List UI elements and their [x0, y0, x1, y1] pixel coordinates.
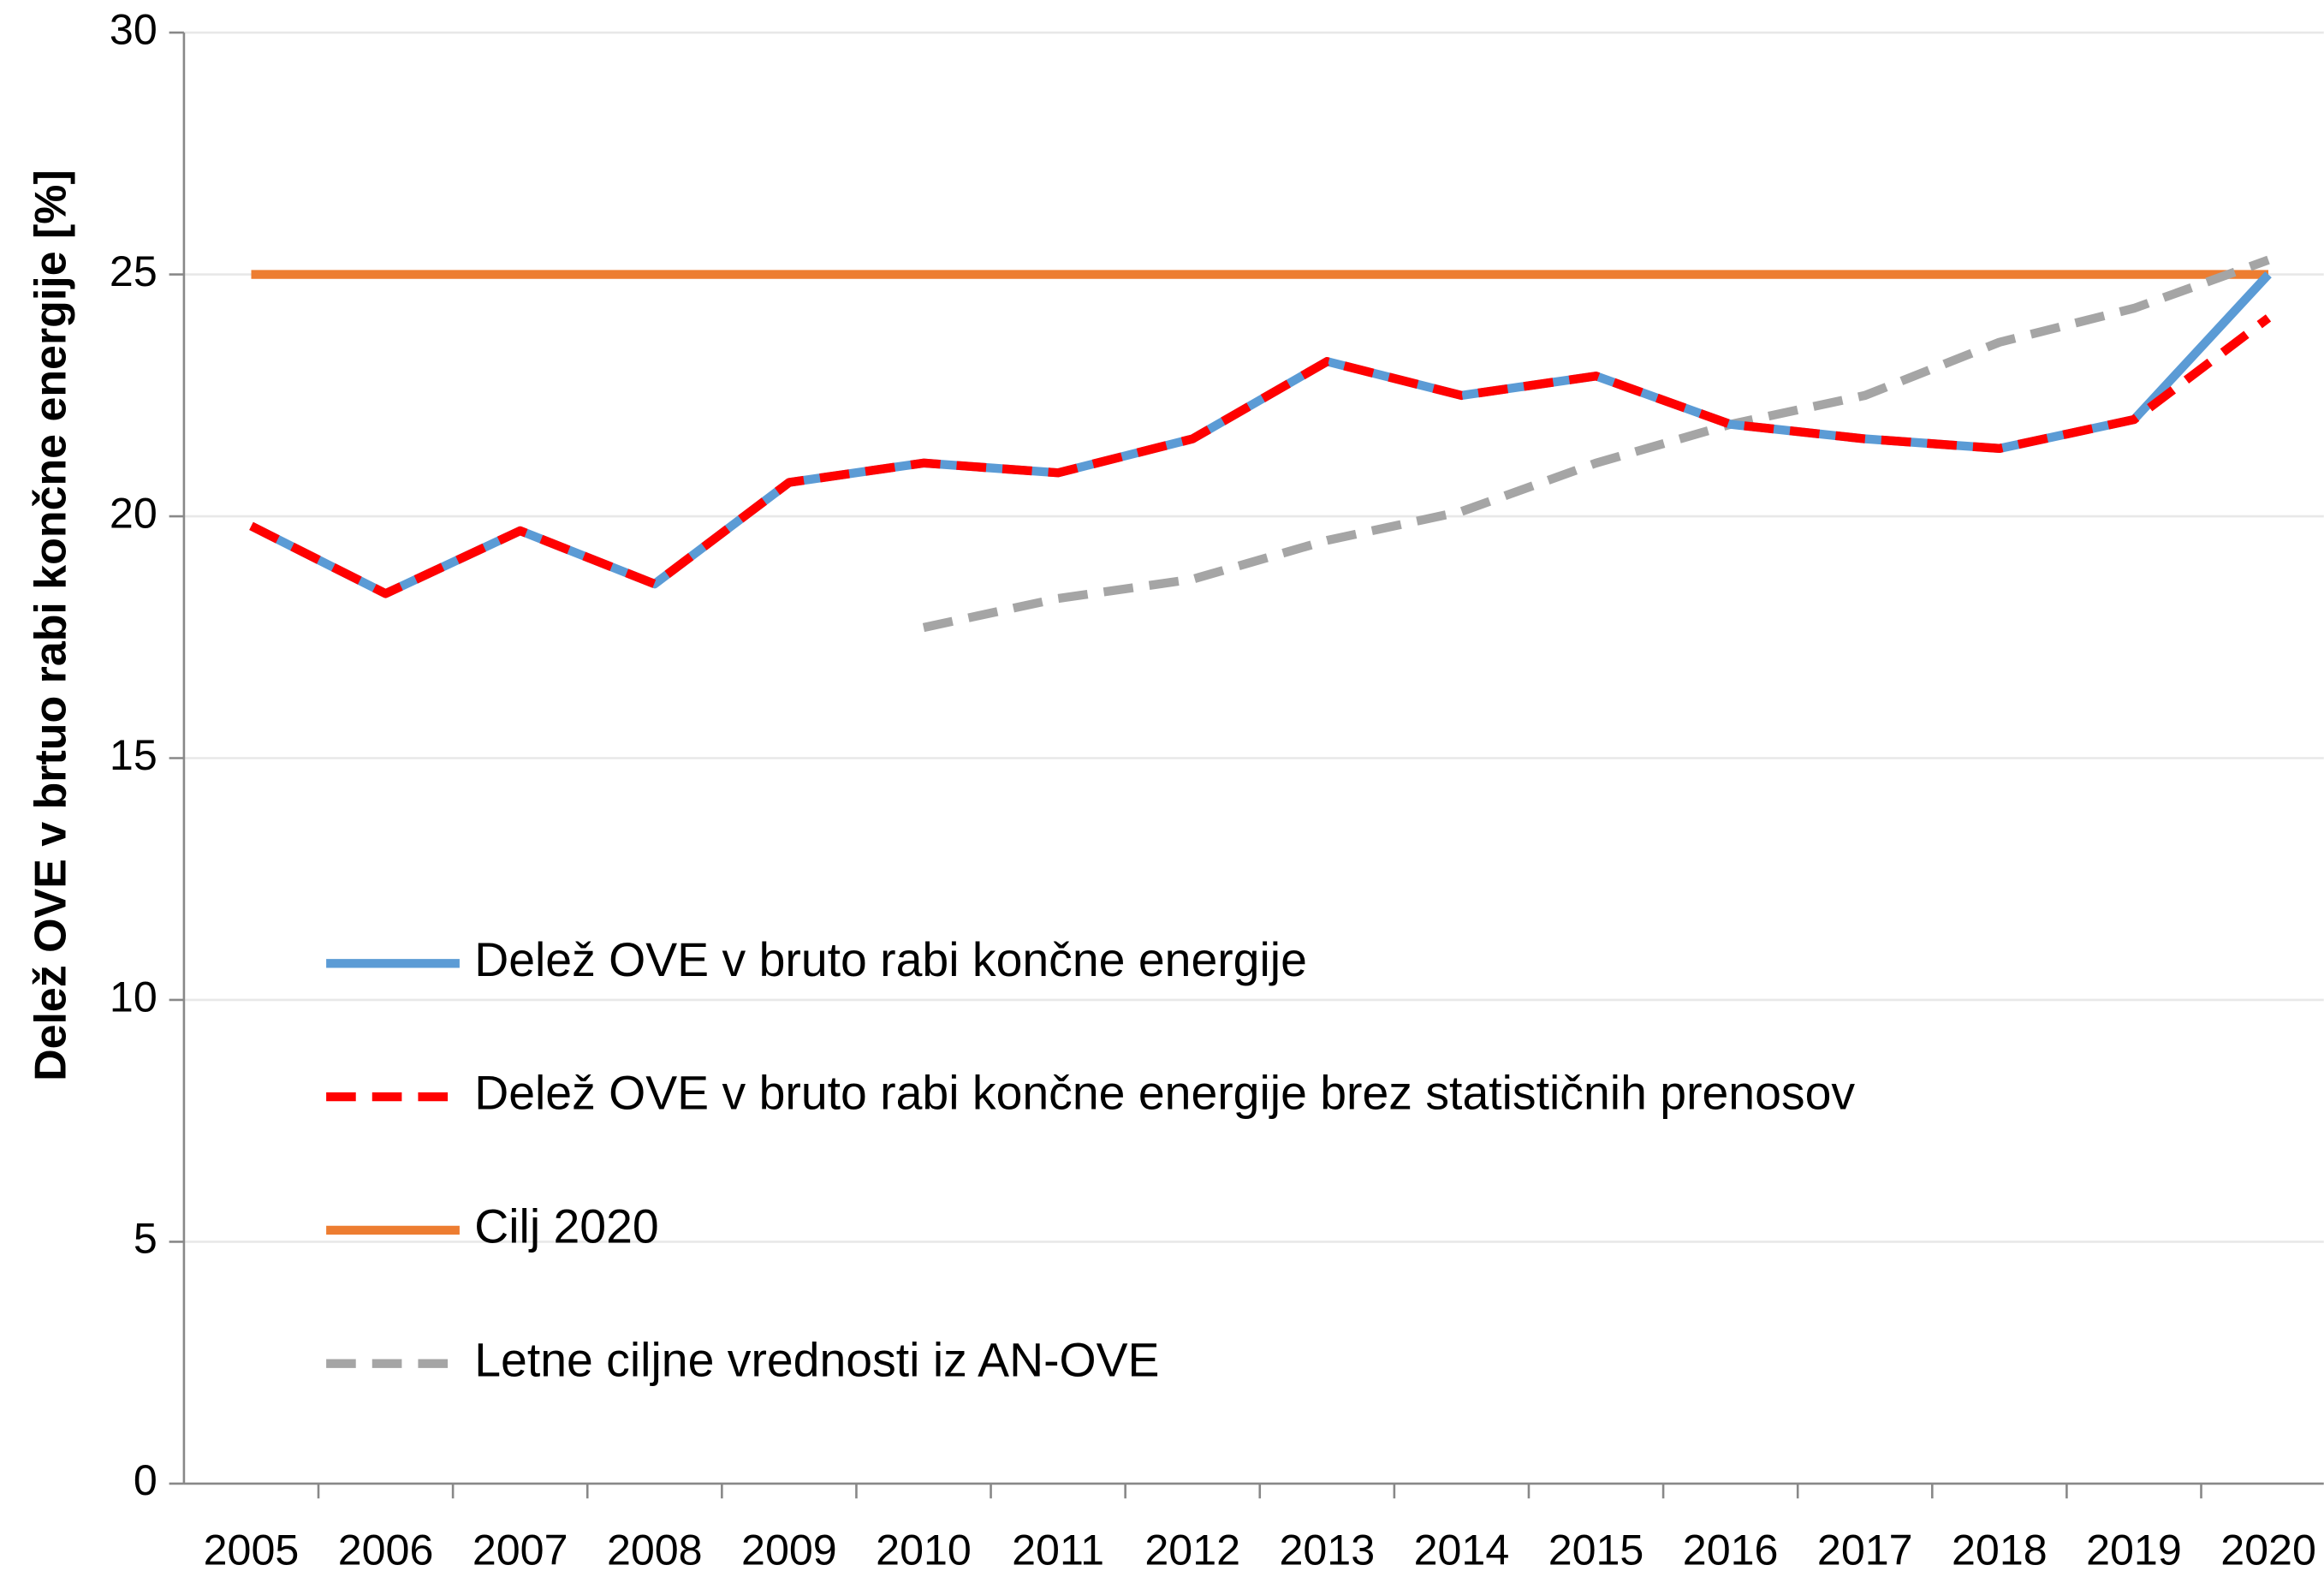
y-tick-label: 0 — [134, 1456, 158, 1504]
x-tick-label: 2017 — [1817, 1526, 1913, 1574]
x-tick-label: 2005 — [204, 1526, 300, 1574]
y-tick-label: 25 — [110, 247, 158, 295]
y-tick-label: 15 — [110, 731, 158, 779]
legend-label: Delež OVE v bruto rabi končne energije — [474, 933, 1307, 986]
x-tick-label: 2008 — [607, 1526, 703, 1574]
y-tick-label: 10 — [110, 973, 158, 1021]
y-tick-label: 20 — [110, 489, 158, 537]
x-tick-label: 2009 — [741, 1526, 837, 1574]
series-line — [922, 255, 2270, 633]
x-tick-label: 2013 — [1279, 1526, 1375, 1574]
x-tick-label: 2015 — [1548, 1526, 1644, 1574]
series-line — [249, 314, 2272, 598]
x-tick-label: 2019 — [2086, 1526, 2182, 1574]
x-tick-label: 2014 — [1414, 1526, 1510, 1574]
legend-label: Letne ciljne vrednosti iz AN-OVE — [474, 1333, 1159, 1386]
x-tick-label: 2007 — [473, 1526, 568, 1574]
x-tick-label: 2016 — [1683, 1526, 1779, 1574]
legend-label: Delež OVE v bruto rabi končne energije b… — [474, 1067, 1855, 1120]
x-tick-label: 2006 — [338, 1526, 434, 1574]
x-tick-label: 2010 — [876, 1526, 972, 1574]
y-tick-label: 5 — [134, 1215, 158, 1263]
x-tick-label: 2012 — [1144, 1526, 1240, 1574]
x-tick-label: 2020 — [2220, 1526, 2316, 1574]
y-tick-label: 30 — [110, 5, 158, 53]
x-tick-label: 2011 — [1012, 1526, 1104, 1574]
x-tick-label: 2018 — [1952, 1526, 2048, 1574]
legend-label: Cilj 2020 — [474, 1200, 658, 1253]
y-axis-label: Delež OVE v brtuo rabi končne energije [… — [26, 170, 75, 1081]
